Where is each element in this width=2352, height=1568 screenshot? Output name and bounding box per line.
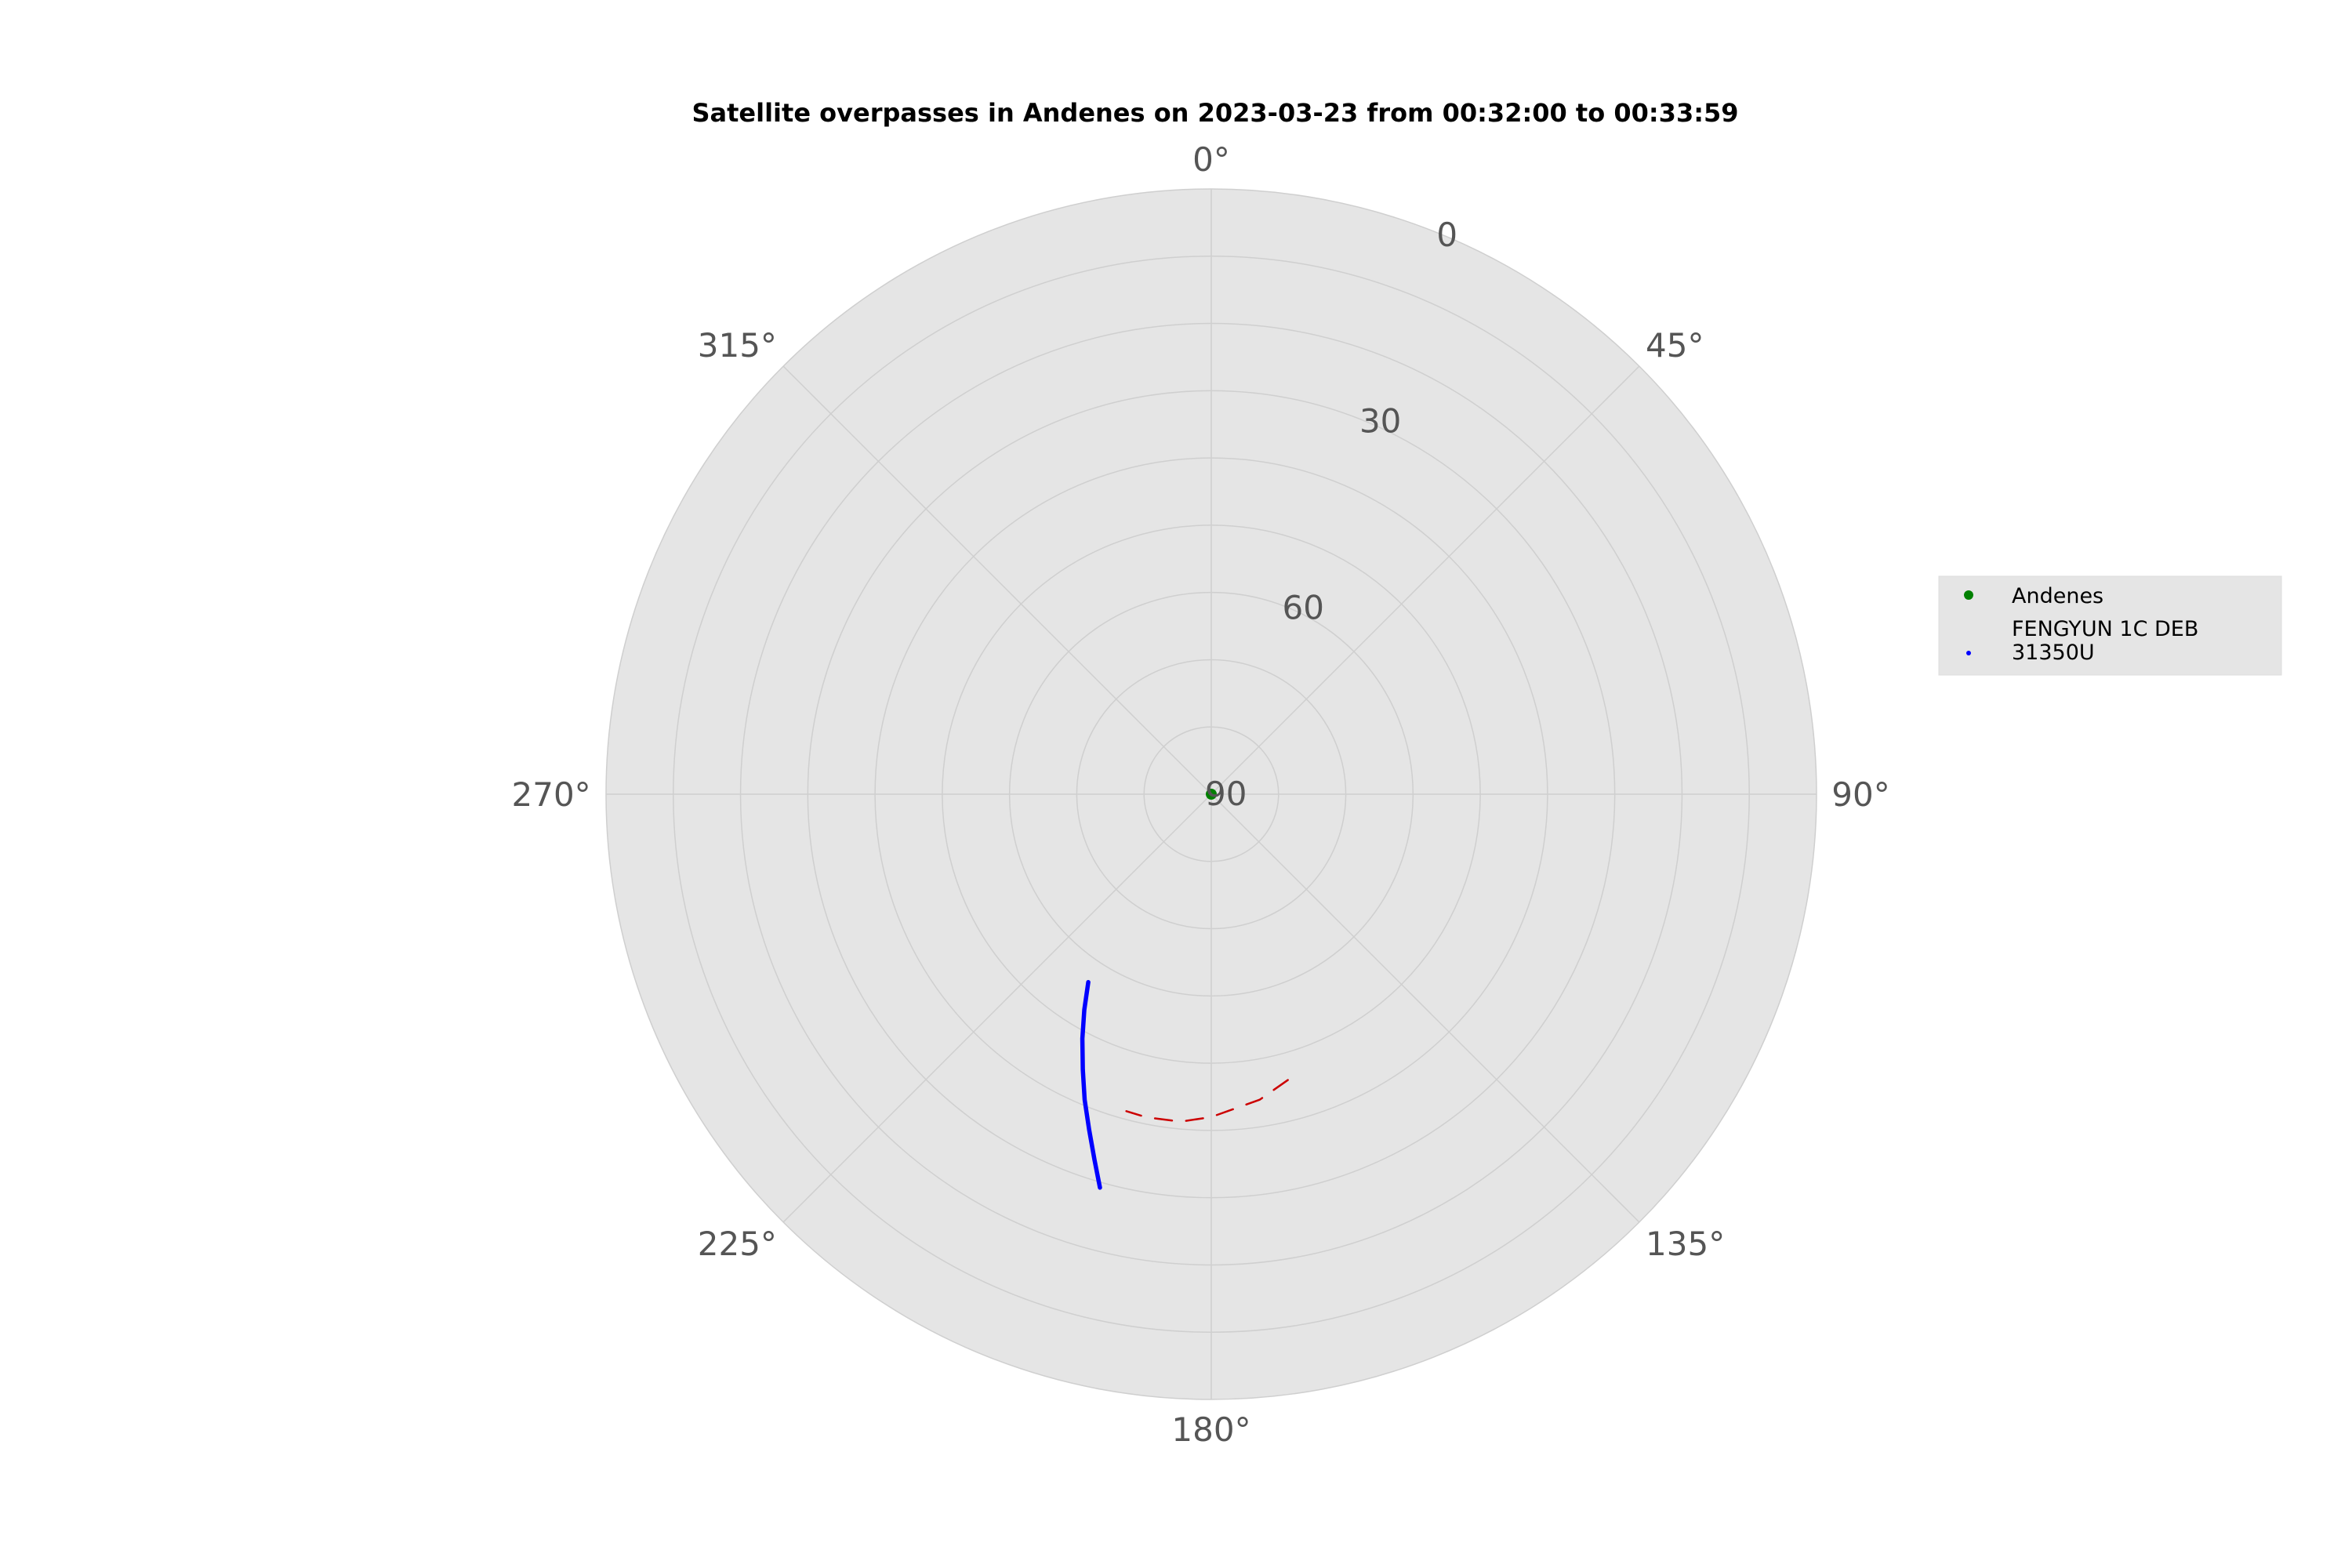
- r-tick-label: 0: [1436, 216, 1457, 254]
- theta-tick-label: 270°: [512, 775, 591, 814]
- theta-tick-label: 225°: [698, 1225, 777, 1263]
- projection-dashed-line: [1125, 1079, 1289, 1123]
- legend-marker: [1966, 651, 1971, 655]
- theta-gridline: [1210, 793, 1640, 1223]
- legend-box: [1938, 575, 2282, 676]
- chart-title: Satellite overpasses in Andenes on 2023-…: [691, 98, 1738, 128]
- r-tick-label: 90: [1205, 775, 1247, 813]
- theta-tick-label: 180°: [1171, 1410, 1250, 1449]
- theta-gridline: [782, 793, 1212, 1223]
- station-point: [1206, 789, 1217, 800]
- legend-marker: [1964, 590, 1973, 600]
- satellite-track-line: [1080, 979, 1102, 1190]
- axis-labels: 0° 45° 90° 135° 180° 225° 270° 315° 0 30 60 90: [512, 140, 1890, 1449]
- theta-tick-label: 135°: [1646, 1225, 1725, 1263]
- r-tick-label: 60: [1282, 588, 1323, 626]
- theta-tick-label: 0°: [1192, 140, 1230, 179]
- theta-gridline: [782, 365, 1212, 795]
- r-tick-label: 30: [1359, 402, 1401, 441]
- series-layer: [1080, 789, 1289, 1190]
- theta-tick-label: 90°: [1831, 775, 1889, 814]
- legend-label: Andenes: [2012, 584, 2103, 608]
- theta-tick-label: 45°: [1646, 326, 1704, 365]
- theta-gridline: [1210, 365, 1640, 795]
- theta-tick-label: 315°: [698, 326, 777, 365]
- polar-grid: [605, 188, 1817, 1400]
- legend: Andenes FENGYUN 1C DEB 31350U: [1938, 575, 2282, 676]
- legend-label: FENGYUN 1C DEB 31350U: [2012, 617, 2198, 665]
